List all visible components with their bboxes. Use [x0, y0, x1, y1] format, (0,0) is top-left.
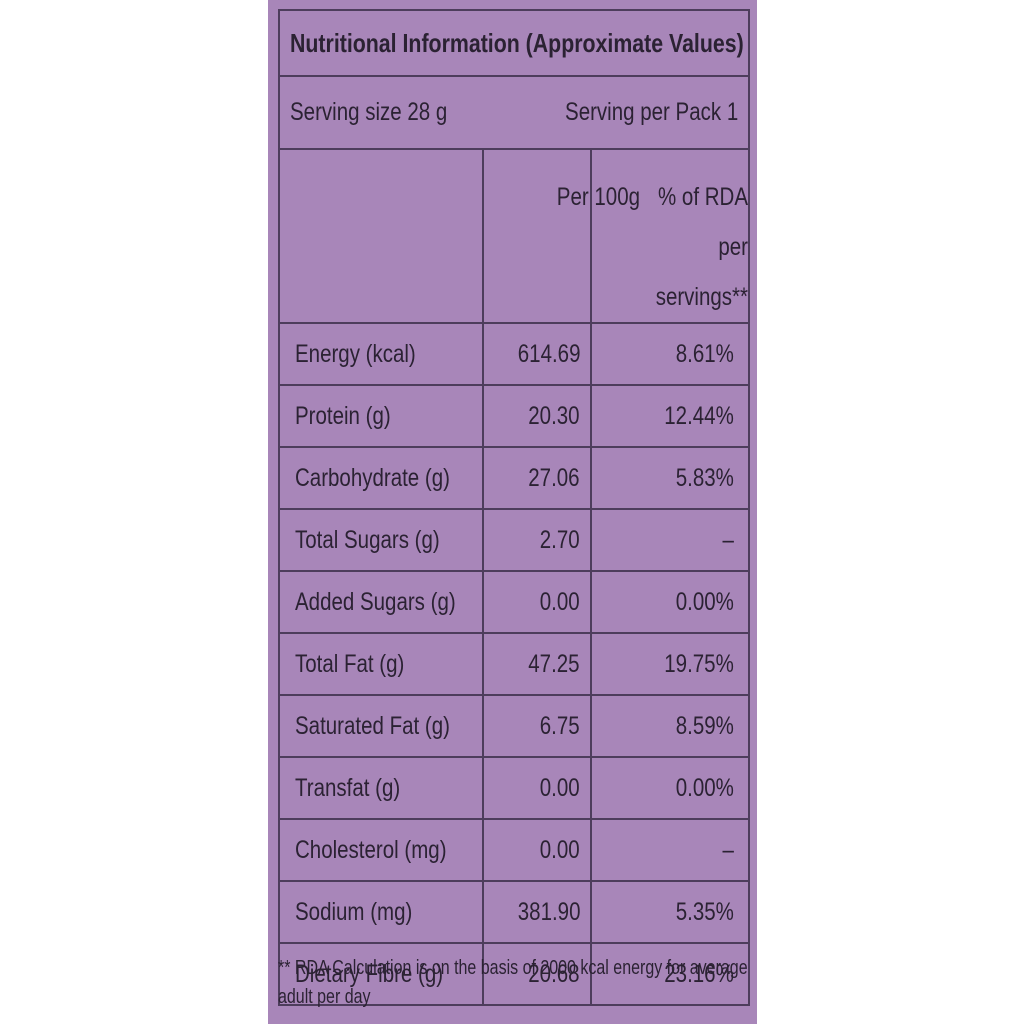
rda-value: 0.00% — [675, 773, 735, 802]
header-cell: % of RDA per servings** — [589, 148, 751, 324]
table-cell: Transfat (g) — [278, 756, 484, 820]
table-row: Saturated Fat (g) 6.75 8.59% — [278, 694, 751, 758]
rda-value: – — [722, 835, 735, 864]
table-cell: 614.69 — [482, 322, 592, 386]
nutrient-name: Transfat (g) — [295, 773, 401, 802]
table-row: Cholesterol (mg) 0.00 – — [278, 818, 751, 882]
table-cell: – — [589, 508, 751, 572]
table-cell: Carbohydrate (g) — [278, 446, 484, 510]
per-100g-value: 20.30 — [528, 401, 580, 430]
nutrient-name: Carbohydrate (g) — [295, 463, 450, 492]
serving-per-pack: Serving per Pack 1 — [564, 98, 739, 126]
table-row: Total Fat (g) 47.25 19.75% — [278, 632, 751, 696]
rda-value: 8.61% — [675, 339, 735, 368]
per-100g-value: 27.06 — [528, 463, 580, 492]
table-title: Nutritional Information (Approximate Val… — [290, 27, 744, 58]
table-cell: 23.16% — [589, 942, 751, 1006]
table-cell: 5.35% — [589, 880, 751, 944]
nutrient-name: Total Sugars (g) — [295, 525, 440, 554]
table-cell: 381.90 — [482, 880, 592, 944]
nutrition-table: Nutritional Information (Approximate Val… — [277, 9, 751, 1006]
table-cell: 0.00% — [589, 756, 751, 820]
table-row: Protein (g) 20.30 12.44% — [278, 384, 751, 448]
table-cell: 0.00 — [482, 818, 592, 882]
label-panel: Nutritional Information (Approximate Val… — [268, 0, 757, 1024]
per-100g-value: 6.75 — [540, 711, 580, 740]
nutrient-name: Cholesterol (mg) — [295, 835, 447, 864]
table-cell: Energy (kcal) — [278, 322, 484, 386]
table-cell: 2.70 — [482, 508, 592, 572]
rda-value: 12.44% — [664, 401, 735, 430]
table-row: Added Sugars (g) 0.00 0.00% — [278, 570, 751, 634]
table-cell: 20.68 — [482, 942, 592, 1006]
table-cell: 12.44% — [589, 384, 751, 448]
per-100g-value: 0.00 — [540, 835, 580, 864]
table-cell: 47.25 — [482, 632, 592, 696]
per-100g-value: 20.68 — [528, 959, 580, 988]
per-100g-value: 47.25 — [528, 649, 580, 678]
table-cell: 19.75% — [589, 632, 751, 696]
nutrient-name: Energy (kcal) — [295, 339, 416, 368]
table-row: Sodium (mg) 381.90 5.35% — [278, 880, 751, 944]
table-row: Transfat (g) 0.00 0.00% — [278, 756, 751, 820]
nutrient-name: Saturated Fat (g) — [295, 711, 450, 740]
header-cell: Per 100g — [482, 148, 640, 324]
table-cell: 6.75 — [482, 694, 592, 758]
nutrient-name: Protein (g) — [295, 401, 391, 430]
table-cell: Saturated Fat (g) — [278, 694, 484, 758]
table-cell: Sodium (mg) — [278, 880, 484, 944]
rda-value: 19.75% — [664, 649, 735, 678]
per-100g-value: 614.69 — [517, 339, 580, 368]
table-row: Energy (kcal) 614.69 8.61% — [278, 322, 751, 386]
footnote: ** RDA Calculation is on the basis of 20… — [278, 957, 748, 1008]
rda-value: – — [722, 525, 735, 554]
table-cell: 27.06 — [482, 446, 592, 510]
column-header: % of RDA per servings** — [655, 183, 748, 311]
table-cell: 8.59% — [589, 694, 751, 758]
table-cell: Protein (g) — [278, 384, 484, 448]
table-cell: 20.30 — [482, 384, 592, 448]
title-cell: Nutritional Information (Approximate Val… — [277, 9, 751, 77]
nutrient-name: Sodium (mg) — [295, 897, 413, 926]
nutrient-name: Total Fat (g) — [295, 649, 405, 678]
column-header: Per 100g — [556, 183, 640, 211]
table-cell: 0.00 — [482, 756, 592, 820]
table-cell: 5.83% — [589, 446, 751, 510]
table-cell: Total Fat (g) — [278, 632, 484, 696]
rda-value: 0.00% — [675, 587, 735, 616]
table-row: Carbohydrate (g) 27.06 5.83% — [278, 446, 751, 510]
serving-cell: Serving size 28 g Serving per Pack 1 — [277, 75, 751, 150]
table-cell: Total Sugars (g) — [278, 508, 484, 572]
table-cell: Dietary Fibre (g) — [278, 942, 484, 1006]
nutrient-name: Dietary Fibre (g) — [295, 959, 444, 988]
header-blank — [278, 148, 484, 324]
per-100g-value: 0.00 — [540, 773, 580, 802]
per-100g-value: 381.90 — [517, 897, 580, 926]
table-cell: 0.00% — [589, 570, 751, 634]
nutrient-name: Added Sugars (g) — [295, 587, 456, 616]
rda-value: 23.16% — [664, 959, 735, 988]
per-100g-value: 0.00 — [540, 587, 580, 616]
per-100g-value: 2.70 — [540, 525, 580, 554]
rda-value: 5.35% — [675, 897, 735, 926]
table-cell: Cholesterol (mg) — [278, 818, 484, 882]
table-cell: – — [589, 818, 751, 882]
rda-value: 8.59% — [675, 711, 735, 740]
serving-size: Serving size 28 g — [290, 98, 448, 126]
table-cell: Added Sugars (g) — [278, 570, 484, 634]
table-row: Total Sugars (g) 2.70 – — [278, 508, 751, 572]
table-row: Dietary Fibre (g) 20.68 23.16% — [278, 942, 751, 1006]
rda-value: 5.83% — [675, 463, 735, 492]
table-cell: 0.00 — [482, 570, 592, 634]
table-cell: 8.61% — [589, 322, 751, 386]
